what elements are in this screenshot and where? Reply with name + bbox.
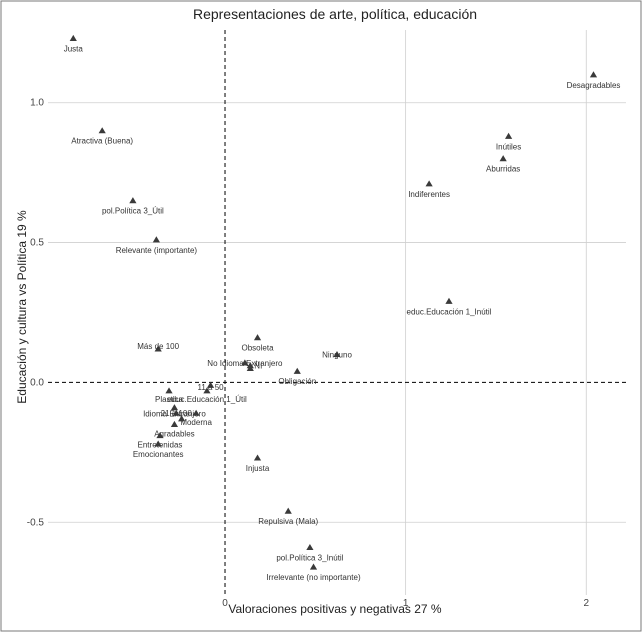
point-label: Moderna [180, 418, 212, 427]
point-label: Repulsiva (Mala) [258, 517, 318, 526]
x-tick-label: 2 [583, 598, 589, 609]
point-marker [206, 381, 215, 388]
point-label: educ.Educación 1_Inútil [407, 307, 492, 316]
point-marker [178, 415, 186, 422]
point-marker [425, 180, 433, 187]
point-marker [499, 155, 507, 162]
point-label: Relevante (importante) [116, 246, 198, 255]
y-tick-label: 0.0 [30, 377, 44, 388]
y-axis-label: Educación y cultura vs Política 19 % [15, 210, 29, 404]
point-label: Justa [64, 44, 84, 53]
x-tick-label: 0 [222, 598, 228, 609]
point-marker [170, 420, 179, 427]
point-marker [170, 404, 179, 411]
point-label: 21 a 100 [161, 409, 193, 418]
point-marker [306, 543, 314, 551]
point-marker [445, 297, 453, 304]
point-marker [253, 454, 262, 461]
point-label: No Idioma Extranjero [207, 359, 283, 368]
point-label: Plastica [155, 395, 184, 404]
point-label: Irrelevante (no importante) [266, 573, 361, 582]
grid [48, 30, 626, 595]
point-label: pol.Política 3_Inútil [276, 553, 343, 562]
point-marker [333, 350, 341, 358]
point-marker [154, 440, 162, 447]
point-label: Obsoleta [242, 344, 275, 353]
point-label: Atractiva (Buena) [71, 137, 133, 146]
point-label: Obligación [278, 377, 316, 386]
point-label: Emocionantes [133, 450, 184, 459]
point-marker [293, 367, 301, 374]
point-marker [284, 507, 292, 514]
point-marker [154, 345, 162, 352]
point-marker [192, 409, 200, 416]
point-label: Ninguno [322, 350, 352, 359]
point-marker [589, 71, 598, 78]
point-marker [504, 132, 513, 139]
point-marker [253, 334, 262, 341]
point-label: NI [254, 362, 262, 371]
point-label: Más de 100 [137, 342, 179, 351]
point-label: 11 a 50 [198, 383, 225, 392]
y-tick-label: 0.5 [30, 238, 44, 249]
point-label: educ.Educación 1_Útil [167, 395, 247, 404]
point-label: Injusta [246, 464, 270, 473]
point-label: Desagradables [567, 81, 621, 90]
y-tick-label: 1.0 [30, 98, 44, 109]
point-label: Aburridas [486, 165, 520, 174]
point-marker [165, 387, 173, 394]
point-marker [241, 359, 249, 366]
point-marker [69, 34, 77, 41]
tick-labels: 0 1 2 -0.5 0.0 0.5 1.0 [27, 98, 590, 609]
point-marker [129, 197, 137, 204]
point-marker [172, 409, 180, 416]
point-label: pol.Política 3_Útil [102, 207, 164, 216]
point-marker [309, 563, 318, 570]
data-points: Justa Desagradables Atractiva (Buena) Inúti… [64, 34, 621, 582]
point-marker [156, 432, 164, 439]
x-tick-label: 1 [403, 598, 409, 609]
point-marker [246, 364, 254, 372]
point-marker [203, 387, 211, 394]
x-axis-label: Valoraciones positivas y negativas 27 % [228, 602, 442, 616]
point-label: Agradables [154, 429, 194, 438]
point-marker [98, 127, 106, 134]
point-marker [152, 236, 160, 243]
point-label: Indiferentes [408, 190, 450, 199]
y-tick-label: -0.5 [27, 517, 45, 528]
chart-title: Representaciones de arte, política, educ… [193, 6, 477, 22]
point-label: Inútiles [496, 142, 521, 151]
